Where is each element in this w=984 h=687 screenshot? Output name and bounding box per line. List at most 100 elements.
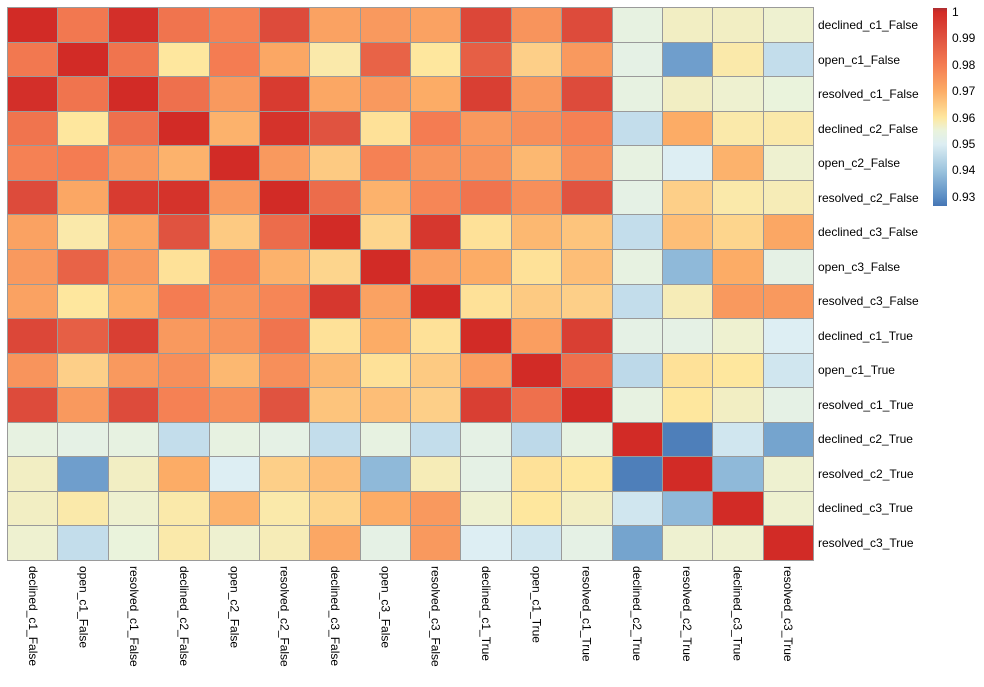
row-label: resolved_c1_False [818,87,919,102]
heatmap-cell [310,457,360,491]
heatmap-cell [108,353,159,388]
heatmap-cell [259,319,310,353]
heatmap-cell [8,111,58,146]
heatmap-cell [461,422,511,457]
heatmap-cell [159,353,209,388]
heatmap-cell [159,215,209,249]
heatmap-cell [360,284,410,319]
heatmap-cell [662,146,713,180]
colorbar-tick-label: 0.99 [952,31,976,46]
heatmap-cell [461,111,511,146]
heatmap-cell [209,388,259,422]
heatmap-cell [612,8,662,42]
heatmap-cell [662,319,713,353]
heatmap-cell [763,491,813,526]
heatmap-cell [411,146,461,180]
heatmap-cell [411,42,461,77]
row-label: declined_c3_True [818,501,913,516]
heatmap-cell [713,249,763,284]
col-label: declined_c3_False [328,566,343,667]
heatmap-cell [108,8,159,42]
heatmap-cell [511,42,562,77]
heatmap-cell [411,491,461,526]
heatmap-cell [662,388,713,422]
heatmap-cell [259,215,310,249]
heatmap-cell [461,388,511,422]
heatmap-cell [713,180,763,215]
heatmap-cell [662,353,713,388]
heatmap-grid [7,7,814,561]
heatmap-cell [58,249,108,284]
heatmap-cell [310,8,360,42]
heatmap-cell [310,422,360,457]
heatmap-cell [310,388,360,422]
heatmap-cell [763,319,813,353]
row-label: declined_c1_True [818,328,913,343]
heatmap-cell [411,526,461,560]
heatmap-cell [310,215,360,249]
heatmap-cell [411,353,461,388]
row-label: resolved_c1_True [818,397,914,412]
heatmap-cell [411,111,461,146]
heatmap-cell [209,422,259,457]
heatmap-cell [58,42,108,77]
heatmap-cell [562,353,612,388]
heatmap-cell [209,77,259,111]
heatmap-cell [108,111,159,146]
heatmap-cell [259,146,310,180]
heatmap-cell [511,491,562,526]
heatmap-cell [511,215,562,249]
heatmap-cell [511,111,562,146]
heatmap-cell [763,526,813,560]
heatmap-cell [763,146,813,180]
heatmap-cell [108,146,159,180]
heatmap-cell [612,111,662,146]
heatmap-cell [511,353,562,388]
col-label: declined_c2_True [629,566,644,661]
row-label: open_c3_False [818,259,901,274]
heatmap-cell [310,491,360,526]
heatmap-cell [58,457,108,491]
heatmap-cell [461,42,511,77]
col-label: declined_c2_False [177,566,192,667]
col-label: resolved_c1_False [126,566,141,667]
col-label: resolved_c1_True [579,566,594,662]
heatmap-cell [108,422,159,457]
heatmap-cell [411,77,461,111]
heatmap-cell [108,284,159,319]
heatmap-cell [461,77,511,111]
heatmap-cell [360,388,410,422]
heatmap-cell [360,215,410,249]
heatmap-cell [662,42,713,77]
colorbar-tick-label: 0.96 [952,110,976,125]
heatmap-cell [461,457,511,491]
heatmap-cell [108,42,159,77]
heatmap-cell [159,491,209,526]
heatmap-cell [108,215,159,249]
heatmap-cell [511,526,562,560]
heatmap-cell [8,249,58,284]
heatmap-cell [8,215,58,249]
heatmap-cell [612,422,662,457]
row-label: open_c1_True [818,363,895,378]
heatmap-cell [159,388,209,422]
heatmap-cell [360,8,410,42]
heatmap-cell [159,180,209,215]
heatmap-cell [310,42,360,77]
heatmap-cell [259,249,310,284]
heatmap-cell [58,388,108,422]
col-label: resolved_c2_False [277,566,292,667]
col-label: open_c1_False [76,566,91,649]
heatmap-cell [411,422,461,457]
heatmap-cell [259,42,310,77]
heatmap-cell [662,457,713,491]
heatmap-cell [209,215,259,249]
heatmap-cell [8,8,58,42]
heatmap-cell [511,388,562,422]
heatmap-cell [411,284,461,319]
heatmap-cell [159,526,209,560]
col-label: resolved_c3_False [428,566,443,667]
row-label: declined_c1_False [818,18,919,33]
heatmap-cell [562,284,612,319]
col-label: resolved_c2_True [680,566,695,662]
